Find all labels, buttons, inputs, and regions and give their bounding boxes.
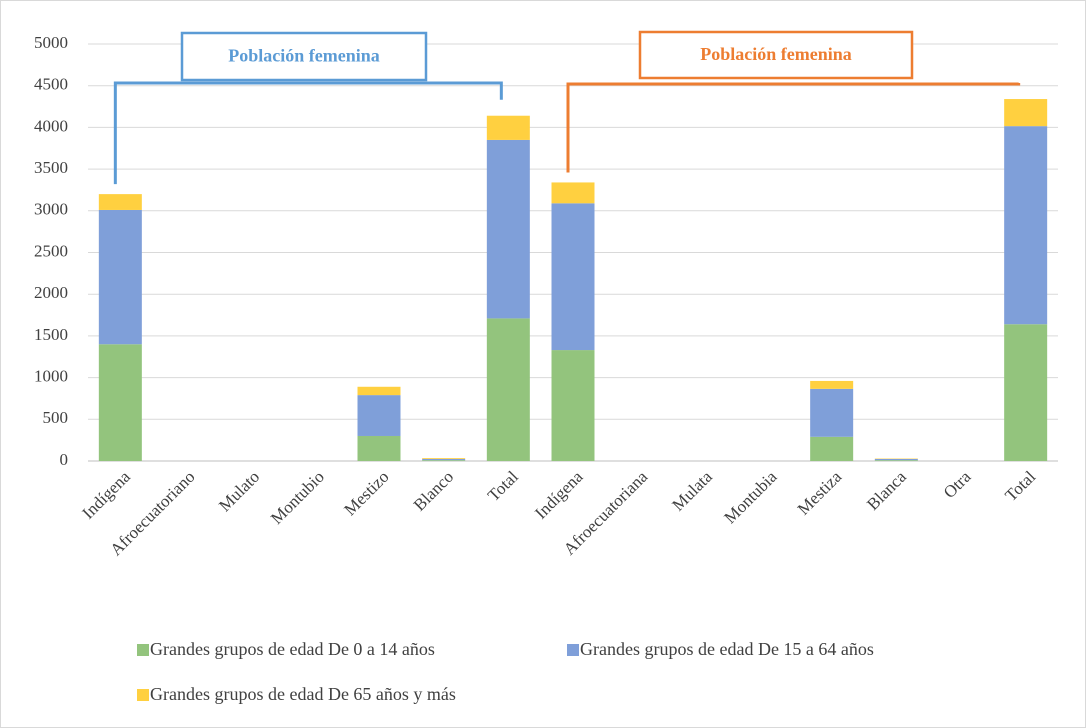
- bar-segment: [98, 209, 142, 345]
- y-tick-label: 3500: [34, 158, 68, 177]
- bar-segment: [874, 460, 918, 461]
- bar-segment: [98, 344, 142, 461]
- bar-segment: [874, 458, 918, 461]
- y-tick-label: 500: [43, 408, 69, 427]
- bar-segment: [422, 458, 466, 461]
- bar-segment: [357, 386, 401, 396]
- y-tick-label: 1500: [34, 325, 68, 344]
- legend-label: Grandes grupos de edad De 65 años y más: [150, 684, 456, 704]
- bar-segment: [810, 388, 854, 437]
- annotation-bracket: [113, 81, 503, 185]
- annotation-box: [638, 30, 914, 80]
- bar-segment: [810, 436, 854, 461]
- bar-segment: [551, 182, 595, 204]
- y-tick-label: 2500: [34, 241, 68, 260]
- bar-segment: [1004, 324, 1048, 461]
- bar-segment: [551, 203, 595, 351]
- bar-segment: [551, 350, 595, 461]
- bar-segment: [1004, 99, 1048, 127]
- y-tick-label: 4500: [34, 75, 68, 94]
- annotation-text: Población femenina: [228, 46, 380, 66]
- legend-label: Grandes grupos de edad De 15 a 64 años: [580, 639, 874, 659]
- bar-segment: [1004, 126, 1048, 325]
- legend-label: Grandes grupos de edad De 0 a 14 años: [150, 639, 435, 659]
- legend-swatch: [567, 644, 579, 656]
- y-tick-label: 5000: [34, 33, 68, 52]
- legend-swatch: [137, 689, 149, 701]
- bar-segment: [422, 458, 466, 459]
- annotation-bracket: [566, 82, 1021, 173]
- annotation-text: Población femenina: [700, 44, 852, 64]
- annotation-box: [180, 31, 428, 82]
- y-tick-label: 1000: [34, 367, 68, 386]
- y-tick-label: 0: [60, 450, 69, 469]
- legend-swatch: [137, 644, 149, 656]
- bar-segment: [486, 318, 530, 461]
- bar-segment: [422, 460, 466, 461]
- y-tick-label: 3000: [34, 200, 68, 219]
- bar-segment: [486, 139, 530, 319]
- y-tick-label: 2000: [34, 283, 68, 302]
- bar-segment: [810, 380, 854, 389]
- bar-segment: [357, 435, 401, 461]
- y-tick-label: 4000: [34, 116, 68, 135]
- bar-segment: [486, 115, 530, 140]
- bar-segment: [98, 194, 142, 210]
- bar-segment: [357, 395, 401, 436]
